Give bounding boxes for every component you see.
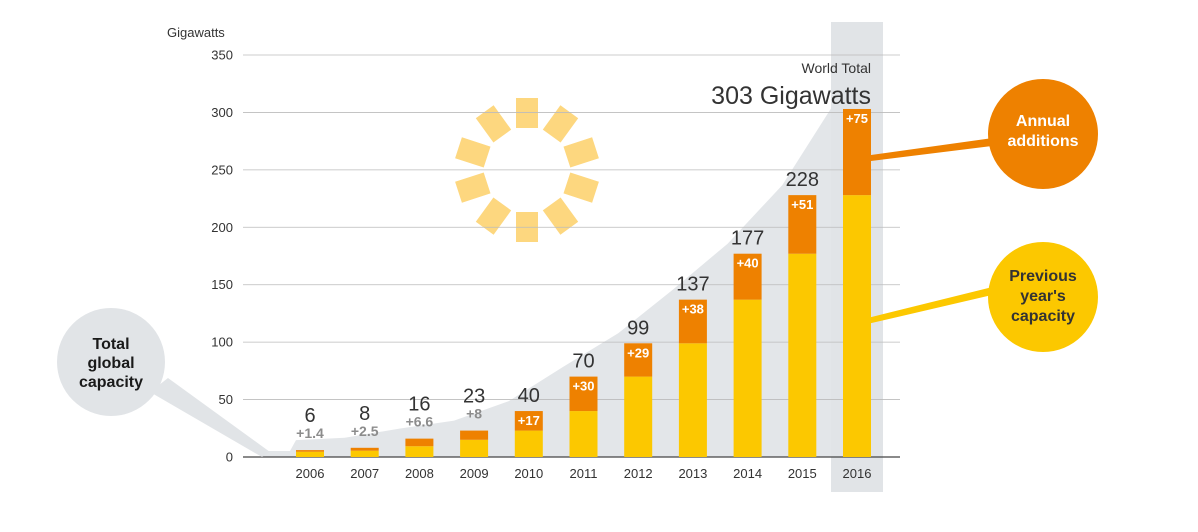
annual-callout-text: additions — [1007, 133, 1078, 150]
bar-annual — [296, 450, 324, 452]
bar-previous — [296, 451, 324, 457]
total-bubble — [57, 308, 165, 416]
y-axis-label: Gigawatts — [167, 25, 225, 40]
labels: Gigawatts World Total 303 Gigawatts 0 50 1… — [167, 25, 871, 481]
bar-previous — [350, 450, 379, 457]
callouts: Annual additions Previous year's capacity Tot… — [57, 79, 1098, 457]
bars — [296, 108, 871, 457]
addition-label: +17 — [518, 413, 540, 428]
bar-previous — [788, 253, 817, 457]
total-label: 177 — [731, 228, 764, 250]
total-callout-text: Total — [92, 336, 129, 353]
bar-annual — [569, 376, 598, 412]
bar-annual — [350, 447, 379, 451]
total-label: 70 — [572, 351, 594, 373]
x-tick-label: 2011 — [570, 466, 598, 481]
x-tick-label: 2014 — [733, 466, 762, 481]
addition-label: +2.5 — [351, 423, 379, 439]
bar-annual — [733, 253, 762, 300]
x-tick-label: 2010 — [514, 466, 543, 481]
previous-bubble — [988, 242, 1098, 352]
total-label: 8 — [359, 403, 370, 425]
x-tick-label: 2013 — [678, 466, 707, 481]
addition-label: +29 — [627, 345, 649, 360]
sun-ray — [475, 197, 512, 235]
y-tick-label: 100 — [211, 335, 233, 350]
world-total-value: 303 Gigawatts — [711, 82, 871, 110]
sun-ray — [455, 172, 491, 203]
total-callout-text: global — [87, 355, 134, 372]
addition-label: +51 — [791, 197, 813, 212]
x-tick-label: 2007 — [350, 466, 379, 481]
x-tick-label: 2006 — [296, 466, 325, 481]
y-tick-label: 250 — [211, 162, 233, 177]
sun-ray — [516, 98, 538, 128]
y-tick-label: 200 — [211, 220, 233, 235]
addition-label: +75 — [846, 111, 868, 126]
x-tick-label: 2012 — [624, 466, 653, 481]
sun-ray — [542, 197, 579, 235]
sun-ray — [475, 105, 512, 143]
total-label: 99 — [627, 317, 649, 339]
annual-pointer — [871, 136, 1000, 161]
bar-previous — [733, 299, 762, 457]
bar-annual — [788, 195, 817, 254]
annual-callout-text: Annual — [1016, 113, 1070, 130]
addition-label: +30 — [572, 379, 594, 394]
bar-previous — [514, 430, 543, 457]
bar-previous — [460, 439, 489, 457]
bar-previous — [678, 343, 707, 457]
bar-previous — [624, 376, 653, 457]
previous-callout-text: capacity — [1011, 308, 1075, 325]
bar-annual — [514, 411, 543, 431]
x-tick-label: 2008 — [405, 466, 434, 481]
y-tick-label: 350 — [211, 48, 233, 63]
sun-ray — [455, 137, 491, 168]
addition-label: +38 — [682, 302, 704, 317]
x-tick-label: 2009 — [460, 466, 489, 481]
total-label: 40 — [518, 385, 540, 407]
addition-label: +6.6 — [406, 414, 434, 430]
addition-label: +8 — [466, 406, 482, 422]
total-label: 6 — [304, 405, 315, 427]
bar-previous — [843, 195, 871, 457]
total-label: 137 — [676, 274, 709, 296]
y-tick-label: 50 — [219, 392, 233, 407]
sun-ray — [542, 105, 579, 143]
total-label: 23 — [463, 386, 485, 408]
bar-annual — [843, 108, 871, 196]
annual-bubble — [988, 79, 1098, 189]
bar-annual — [460, 430, 489, 440]
total-label: 228 — [786, 169, 819, 191]
bar-previous — [569, 411, 598, 457]
sun-ray — [563, 172, 599, 203]
previous-callout-text: Previous — [1009, 268, 1077, 285]
y-tick-label: 150 — [211, 277, 233, 292]
x-tick-label: 2015 — [788, 466, 817, 481]
y-tick-label: 300 — [211, 105, 233, 120]
y-tick-label: 0 — [226, 450, 233, 465]
addition-label: +40 — [737, 256, 759, 271]
bar-annual — [624, 343, 653, 377]
world-total-label: World Total — [801, 60, 871, 76]
bar-annual — [405, 438, 434, 447]
previous-callout-text: year's — [1020, 288, 1066, 305]
sun-ray — [563, 137, 599, 168]
x-tick-label: 2016 — [843, 466, 872, 481]
bar-annual — [678, 299, 707, 344]
total-label: 16 — [408, 394, 430, 416]
previous-pointer — [871, 285, 1000, 324]
bar-previous — [405, 446, 434, 457]
total-pointer — [150, 378, 270, 457]
total-callout-text: capacity — [79, 374, 143, 391]
addition-label: +1.4 — [296, 425, 324, 441]
